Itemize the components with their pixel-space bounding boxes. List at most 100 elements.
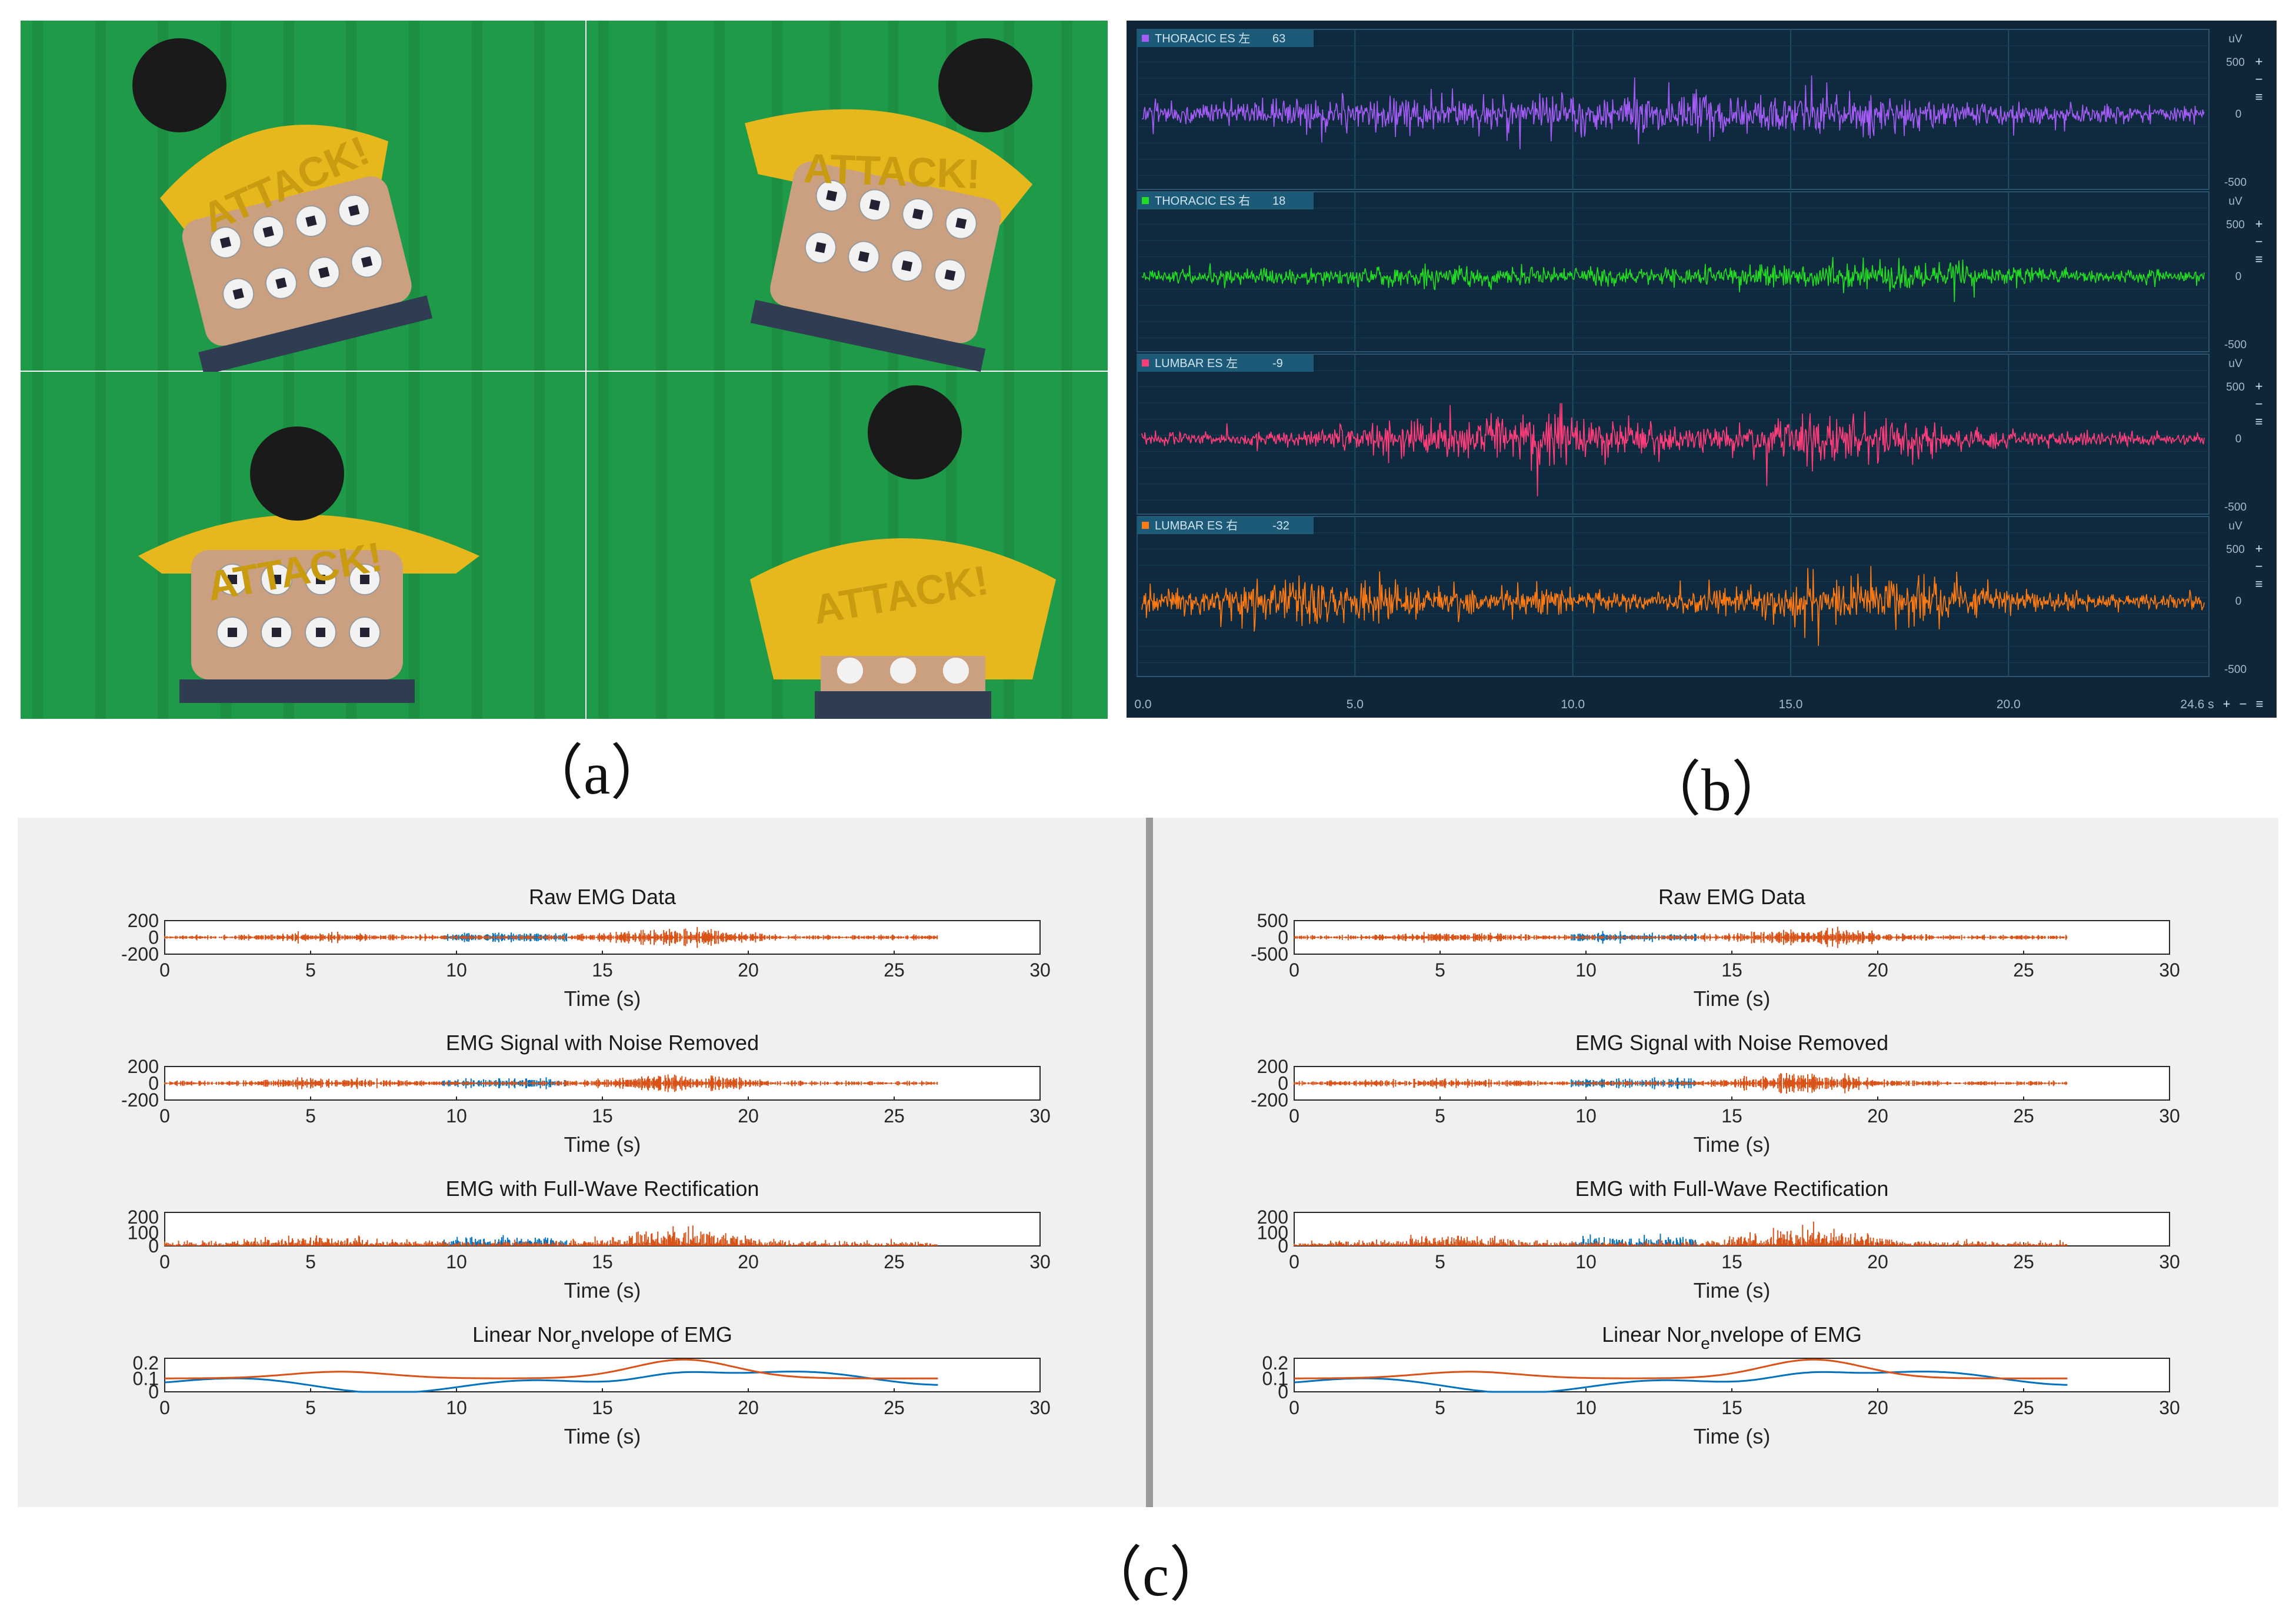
- caption-b: （b）: [1641, 757, 1791, 824]
- y-tick: 100: [128, 1222, 159, 1244]
- subplot-title: EMG with Full-Wave Rectification: [1575, 1177, 1889, 1201]
- y-tick: 100: [1257, 1222, 1288, 1244]
- x-tick: 25: [884, 1105, 905, 1127]
- channel-label: LUMBAR ES 右: [1155, 519, 1238, 532]
- x-tick: 5: [1435, 959, 1445, 981]
- scale-button[interactable]: +: [2255, 216, 2263, 231]
- channel-tab[interactable]: [1137, 29, 1314, 47]
- scale-button[interactable]: +: [2255, 541, 2263, 556]
- x-tick: 30: [1029, 959, 1051, 981]
- scale-button[interactable]: ≡: [2255, 414, 2263, 429]
- envelope-series-2: [165, 1358, 938, 1379]
- x-tick: 10: [446, 959, 467, 981]
- y-tick: 0.1: [133, 1368, 159, 1389]
- channel-tab[interactable]: [1137, 354, 1314, 372]
- x-tick: 5: [1435, 1397, 1445, 1418]
- channel-tab[interactable]: [1137, 192, 1314, 209]
- channel-label: THORACIC ES 右: [1155, 194, 1250, 208]
- x-tick: 0: [159, 1105, 170, 1127]
- envelope-series-1: [164, 1371, 938, 1393]
- channel-value: 63: [1272, 32, 1285, 45]
- x-tick: 5: [1435, 1251, 1445, 1272]
- shirt-lettering: ATTACK!: [803, 145, 981, 197]
- x-tick: 20: [1867, 1105, 1888, 1127]
- x-tick: 10: [1575, 1251, 1597, 1272]
- photo-collage: ATTACK! ATTACK!ATTACK! ATTACK!: [21, 21, 1108, 719]
- scale-button[interactable]: −: [2255, 234, 2263, 249]
- x-tick: 25: [884, 1397, 905, 1418]
- scale-button[interactable]: −: [2255, 396, 2263, 411]
- y-unit: uV: [2228, 520, 2242, 532]
- y-tick: 0: [1278, 1235, 1288, 1257]
- scale-button[interactable]: ≡: [2255, 89, 2263, 104]
- y-tick: -200: [1251, 1089, 1288, 1111]
- x-tick: 5.0: [1347, 698, 1364, 711]
- emg-trace: [1141, 256, 2205, 302]
- subplot-title: EMG Signal with Noise Removed: [1575, 1031, 1888, 1055]
- y-tick: 0: [148, 1073, 159, 1094]
- x-tick: 15: [592, 1105, 613, 1127]
- x-tick: 25: [884, 959, 905, 981]
- emg-trace: [1141, 75, 2205, 149]
- scale-button[interactable]: ≡: [2255, 252, 2263, 266]
- x-tick: 25: [2013, 1251, 2034, 1272]
- y-tick: 200: [1257, 1056, 1288, 1077]
- back-photo: ATTACK!: [587, 21, 1108, 372]
- channel-label: THORACIC ES 左: [1155, 32, 1250, 45]
- y-tick: 200: [128, 1207, 159, 1228]
- x-axis-label: Time (s): [1694, 1278, 1771, 1302]
- x-axis-label: Time (s): [1694, 1132, 1771, 1157]
- subplot-title: Raw EMG Data: [1658, 885, 1806, 909]
- scale-button[interactable]: +: [2255, 379, 2263, 394]
- y-tick: -500: [2224, 176, 2247, 189]
- x-tick: 0: [1289, 959, 1299, 981]
- zoom-button[interactable]: +: [2223, 696, 2231, 711]
- y-tick: 0: [2235, 271, 2242, 283]
- caption-c: （c）: [1082, 1542, 1229, 1609]
- subplot-title: EMG with Full-Wave Rectification: [446, 1177, 759, 1201]
- x-tick: 30: [2159, 1251, 2180, 1272]
- scale-button[interactable]: −: [2255, 72, 2263, 86]
- subplot: EMG with Full-Wave Rectification 20010000…: [1257, 1177, 2180, 1302]
- x-tick: 5: [305, 959, 316, 981]
- y-tick: -500: [2224, 501, 2247, 514]
- x-tick: 30: [2159, 1397, 2180, 1418]
- y-tick: 0: [1278, 1381, 1288, 1402]
- x-tick: 25: [2013, 959, 2034, 981]
- x-tick: 10: [1575, 959, 1597, 981]
- x-axis-label: Time (s): [1694, 987, 1771, 1011]
- scale-button[interactable]: ≡: [2255, 576, 2263, 591]
- x-axis-label: Time (s): [564, 1132, 641, 1157]
- scale-button[interactable]: +: [2255, 54, 2263, 69]
- window-divider: [1146, 818, 1153, 1507]
- channel-tab[interactable]: [1137, 516, 1314, 534]
- x-tick: 10: [1575, 1105, 1597, 1127]
- channel-color-swatch: [1142, 197, 1149, 204]
- y-tick: -500: [2224, 664, 2247, 676]
- x-tick: 10.0: [1561, 698, 1585, 711]
- x-tick: 20: [738, 1251, 759, 1272]
- back-photo: ATTACK!: [21, 21, 585, 375]
- channel-label: LUMBAR ES 左: [1155, 356, 1238, 370]
- x-tick: 5: [305, 1105, 316, 1127]
- subplot-title: EMG Signal with Noise Removed: [446, 1031, 759, 1055]
- y-tick: 0: [2235, 595, 2242, 608]
- x-tick: 30: [1029, 1397, 1051, 1418]
- x-tick: 20: [738, 1105, 759, 1127]
- y-tick: 0: [148, 1235, 159, 1257]
- y-tick: 0.2: [133, 1352, 159, 1374]
- channel-color-swatch: [1142, 522, 1149, 529]
- zoom-button[interactable]: ≡: [2256, 696, 2264, 711]
- zoom-button[interactable]: −: [2240, 696, 2247, 711]
- x-tick: 15: [1721, 959, 1742, 981]
- x-end: 24.6 s: [2180, 698, 2214, 711]
- y-tick: 500: [2226, 56, 2245, 69]
- scale-button[interactable]: −: [2255, 559, 2263, 574]
- y-tick: 0.2: [1262, 1352, 1288, 1374]
- envelope-series-2: [1294, 1358, 2068, 1379]
- x-tick: 0: [159, 1397, 170, 1418]
